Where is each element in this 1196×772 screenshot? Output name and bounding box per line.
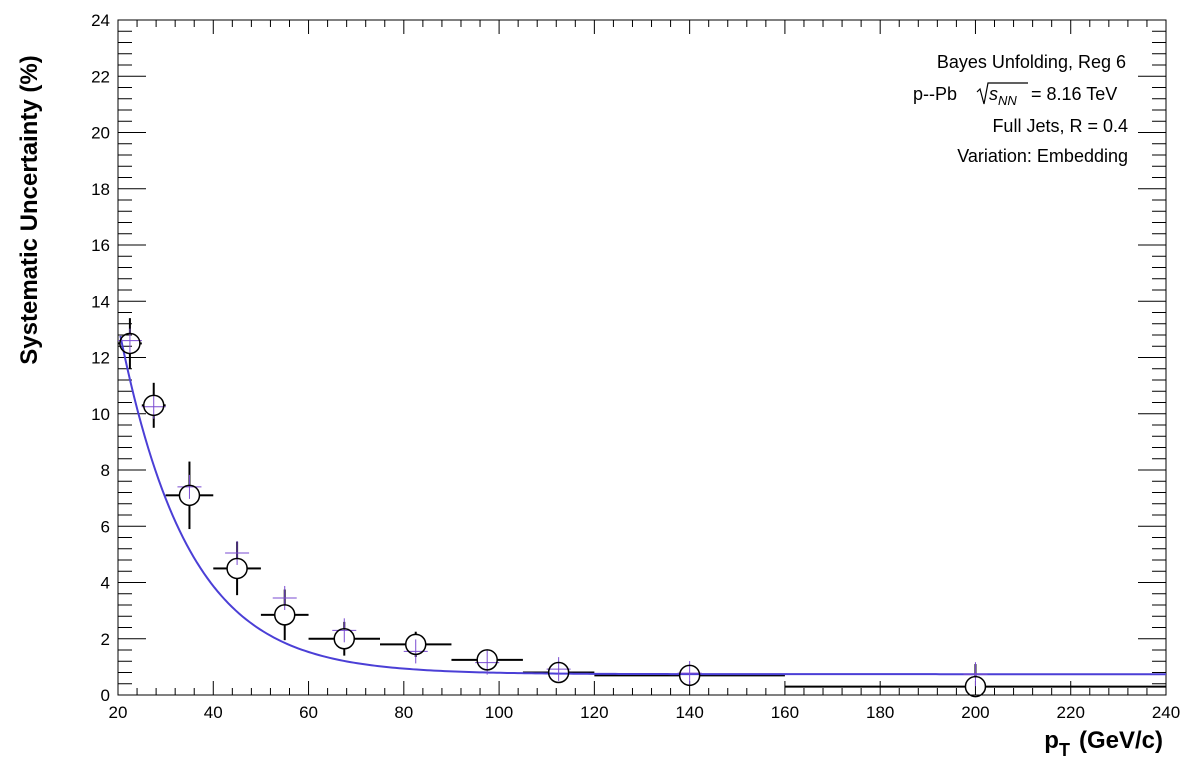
y-axis-title: Systematic Uncertainty (%) [16, 55, 43, 364]
y-tick-label: 0 [101, 686, 110, 705]
data-point [226, 557, 248, 580]
x-tick-label: 100 [485, 703, 513, 722]
annotation-system: p--Pb [913, 84, 957, 104]
fit-point [963, 662, 988, 687]
x-tick-label: 60 [299, 703, 318, 722]
legend-annotation: Bayes Unfolding, Reg 6 p--Pb sNN = 8.16 … [913, 52, 1128, 166]
x-tick-labels: 20 40 60 80 100 120 140 160 180 200 220 240 [109, 703, 1181, 722]
x-tick-label: 200 [961, 703, 989, 722]
fit-point [403, 639, 428, 664]
y-tick-label: 12 [91, 349, 110, 368]
y-tick-label: 4 [101, 574, 110, 593]
y-tick-label: 10 [91, 405, 110, 424]
data-point [178, 484, 201, 507]
y-tick-label: 8 [101, 461, 110, 480]
y-tick-label: 20 [91, 124, 110, 143]
sqrt-symbol [976, 82, 1028, 105]
error-bars [118, 318, 1166, 688]
fit-point [546, 657, 571, 682]
fit-markers [117, 328, 988, 687]
x-tick-label: 160 [771, 703, 799, 722]
data-markers [119, 332, 987, 698]
x-tick-label: 120 [580, 703, 608, 722]
x-axis-title-main: p [1044, 727, 1059, 754]
annotation-energy-value: = 8.16 TeV [1031, 84, 1117, 104]
data-point [547, 661, 570, 684]
annotation-energy-symbol: sNN [989, 84, 1017, 108]
x-axis-title-sub: T [1059, 740, 1070, 760]
y-tick-label: 22 [91, 67, 110, 86]
y-tick-label: 14 [91, 292, 110, 311]
data-point [678, 664, 701, 687]
fit-point [332, 618, 357, 643]
y-tick-label: 6 [101, 517, 110, 536]
fit-point [117, 328, 142, 353]
fit-function-line [119, 335, 1166, 676]
y-tick-label: 2 [101, 630, 110, 649]
data-point [142, 394, 165, 417]
y-tick-label: 24 [91, 11, 110, 30]
data-point [404, 633, 427, 656]
x-tick-label: 140 [675, 703, 703, 722]
x-axis-title: pT (GeV/c) [1044, 727, 1163, 760]
x-axis-title-unit: (GeV/c) [1079, 727, 1163, 754]
data-point [964, 675, 987, 698]
x-tick-label: 180 [866, 703, 894, 722]
data-point [333, 628, 356, 650]
fit-point [177, 474, 202, 499]
y-tick-label: 18 [91, 180, 110, 199]
y-tick-label: 16 [91, 236, 110, 255]
annotation-system-prefix: p--Pb [913, 84, 957, 104]
data-point [273, 604, 296, 626]
x-tick-label: 240 [1152, 703, 1180, 722]
annotation-method: Bayes Unfolding, Reg 6 [937, 52, 1126, 72]
fit-point [475, 650, 500, 675]
fit-point [272, 585, 297, 610]
data-point [476, 649, 498, 671]
annotation-energy-s: s [989, 84, 998, 104]
annotation-variation: Variation: Embedding [957, 146, 1128, 166]
annotation-jets: Full Jets, R = 0.4 [992, 116, 1128, 136]
fit-curve [119, 335, 1166, 676]
data-point [119, 332, 141, 355]
fit-point [225, 540, 250, 565]
annotation-energy-sub: NN [998, 93, 1017, 108]
x-tick-label: 20 [109, 703, 128, 722]
x-tick-label: 80 [394, 703, 413, 722]
x-tick-label: 40 [204, 703, 223, 722]
x-tick-label: 220 [1057, 703, 1085, 722]
